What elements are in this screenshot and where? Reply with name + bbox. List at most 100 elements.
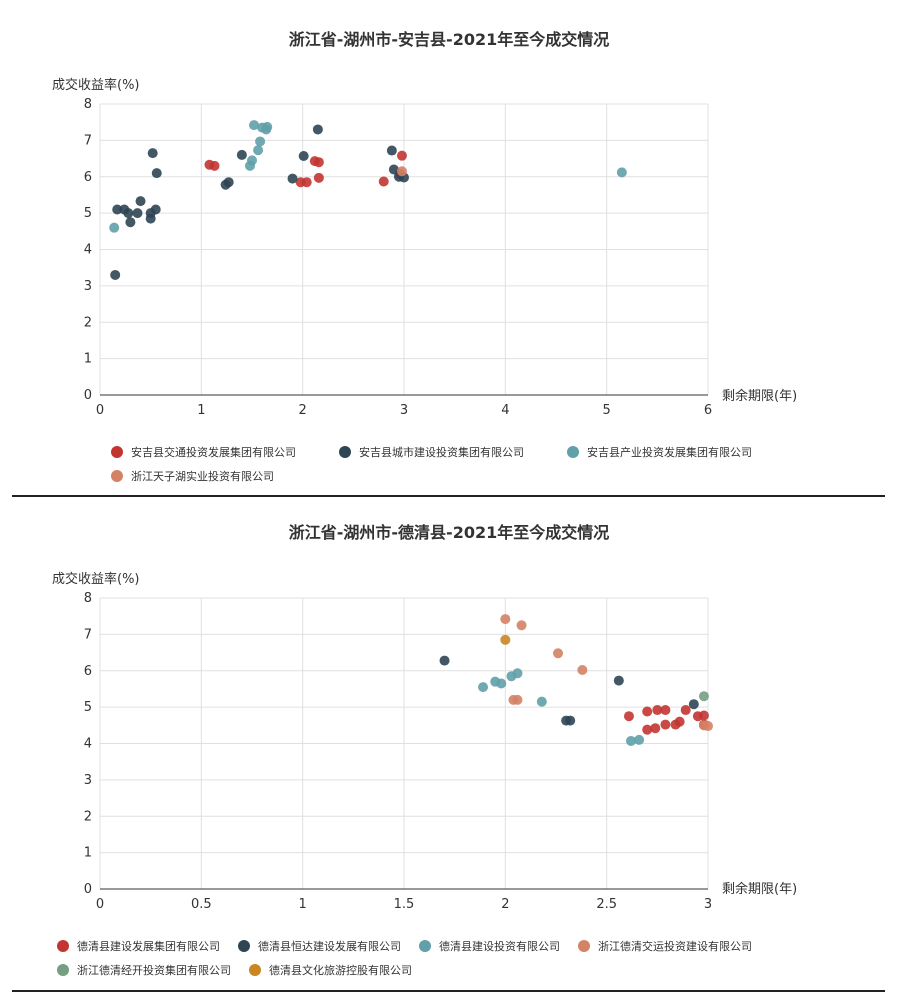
data-point[interactable] xyxy=(642,706,653,717)
data-point[interactable] xyxy=(287,173,298,184)
data-point[interactable] xyxy=(500,634,511,645)
divider-line xyxy=(12,495,885,497)
data-point[interactable] xyxy=(298,151,309,162)
divider-line xyxy=(12,990,885,992)
data-point[interactable] xyxy=(516,620,527,631)
data-point[interactable] xyxy=(112,204,123,215)
y-tick-label: 2 xyxy=(84,809,92,824)
data-point[interactable] xyxy=(247,155,257,166)
x-tick-label: 1.5 xyxy=(394,897,415,912)
data-point[interactable] xyxy=(378,176,389,187)
data-point[interactable] xyxy=(623,711,634,722)
data-point[interactable] xyxy=(150,204,161,215)
legend-item[interactable]: 浙江德清交运投资建设有限公司 xyxy=(578,939,752,953)
x-tick-labels: 0 0.5 1 1.5 2 2.5 3 xyxy=(96,897,712,912)
data-point[interactable] xyxy=(223,177,234,188)
data-point[interactable] xyxy=(255,136,266,147)
data-point[interactable] xyxy=(650,723,661,734)
data-point[interactable] xyxy=(613,675,624,686)
y-tick-label: 7 xyxy=(84,133,92,148)
data-point[interactable] xyxy=(135,196,146,207)
legend-item[interactable]: 浙江天子湖实业投资有限公司 xyxy=(111,469,274,483)
data-point[interactable] xyxy=(642,724,653,735)
data-point[interactable] xyxy=(388,164,399,175)
data-point[interactable] xyxy=(634,734,645,745)
x-tick-label: 6 xyxy=(704,403,712,418)
legend-item[interactable]: 德清县建设投资有限公司 xyxy=(419,939,560,953)
data-point[interactable] xyxy=(536,696,547,707)
data-point[interactable] xyxy=(616,167,627,178)
legend-item[interactable]: 德清县恒达建设发展有限公司 xyxy=(238,939,401,953)
y-axis-label: 成交收益率(%) xyxy=(52,77,140,93)
chart-title: 浙江省-湖州市-安吉县-2021年至今成交情况 xyxy=(289,30,609,49)
data-point[interactable] xyxy=(660,719,671,730)
data-point[interactable] xyxy=(698,691,709,702)
legend-item[interactable]: 德清县建设发展集团有限公司 xyxy=(57,939,220,953)
data-point[interactable] xyxy=(577,665,588,676)
data-point[interactable] xyxy=(625,735,636,746)
data-point[interactable] xyxy=(249,120,260,131)
y-tick-label: 1 xyxy=(84,846,92,861)
y-tick-label: 4 xyxy=(84,243,92,258)
x-tick-label: 3 xyxy=(704,897,712,912)
data-point[interactable] xyxy=(301,177,312,188)
data-point[interactable] xyxy=(253,145,264,156)
data-point[interactable] xyxy=(132,208,143,219)
data-point[interactable] xyxy=(512,694,523,705)
data-point[interactable] xyxy=(512,668,523,679)
data-point[interactable] xyxy=(209,160,220,171)
data-points xyxy=(109,120,627,280)
y-tick-label: 3 xyxy=(84,279,92,294)
data-point[interactable] xyxy=(313,157,324,168)
legend: 安吉县交通投资发展集团有限公司 安吉县城市建设投资集团有限公司 安吉县产业投资发展集… xyxy=(111,445,752,483)
data-point[interactable] xyxy=(496,678,507,689)
data-point[interactable] xyxy=(236,149,247,160)
data-point[interactable] xyxy=(703,721,713,732)
data-point[interactable] xyxy=(553,648,564,659)
legend-item[interactable]: 安吉县城市建设投资集团有限公司 xyxy=(339,445,524,459)
data-points xyxy=(439,614,713,746)
legend-marker-icon xyxy=(419,940,431,952)
legend-label: 浙江天子湖实业投资有限公司 xyxy=(131,469,274,483)
data-point[interactable] xyxy=(147,148,158,159)
data-point[interactable] xyxy=(312,124,323,135)
legend-item[interactable]: 浙江德清经开投资集团有限公司 xyxy=(57,963,231,977)
legend-item[interactable]: 安吉县交通投资发展集团有限公司 xyxy=(111,445,296,459)
data-point[interactable] xyxy=(674,716,685,727)
data-point[interactable] xyxy=(396,150,407,161)
y-tick-label: 0 xyxy=(84,388,92,403)
x-axis-label: 剩余期限(年) xyxy=(722,388,797,404)
data-point[interactable] xyxy=(123,208,134,219)
data-point[interactable] xyxy=(110,269,121,280)
data-point[interactable] xyxy=(109,222,120,233)
scatter-chart-deqing: 浙江省-湖州市-德清县-2021年至今成交情况 成交收益率(%) 剩余期限(年)… xyxy=(52,523,797,977)
data-point[interactable] xyxy=(660,705,671,716)
data-point[interactable] xyxy=(439,655,450,666)
legend-marker-icon xyxy=(249,964,261,976)
data-point[interactable] xyxy=(396,166,407,177)
legend-label: 德清县恒达建设发展有限公司 xyxy=(258,939,401,953)
data-point[interactable] xyxy=(565,715,576,726)
legend-marker-icon xyxy=(238,940,250,952)
legend-label: 安吉县城市建设投资集团有限公司 xyxy=(359,445,524,459)
y-tick-label: 6 xyxy=(84,664,92,679)
data-point[interactable] xyxy=(652,705,663,716)
legend-item[interactable]: 德清县文化旅游控股有限公司 xyxy=(249,963,412,977)
data-point[interactable] xyxy=(688,699,699,710)
data-point[interactable] xyxy=(262,121,273,132)
y-tick-label: 0 xyxy=(84,882,92,897)
data-point[interactable] xyxy=(386,145,397,156)
legend-marker-icon xyxy=(578,940,590,952)
x-tick-label: 4 xyxy=(501,403,509,418)
legend-item[interactable]: 安吉县产业投资发展集团有限公司 xyxy=(567,445,752,459)
x-tick-label: 0 xyxy=(96,897,104,912)
data-point[interactable] xyxy=(151,168,162,179)
data-point[interactable] xyxy=(680,705,691,716)
legend-label: 德清县文化旅游控股有限公司 xyxy=(269,963,412,977)
data-point[interactable] xyxy=(478,682,489,693)
legend-marker-icon xyxy=(111,470,123,482)
data-point[interactable] xyxy=(500,614,511,625)
data-point[interactable] xyxy=(698,710,709,721)
data-point[interactable] xyxy=(313,172,324,183)
data-point[interactable] xyxy=(125,217,136,228)
